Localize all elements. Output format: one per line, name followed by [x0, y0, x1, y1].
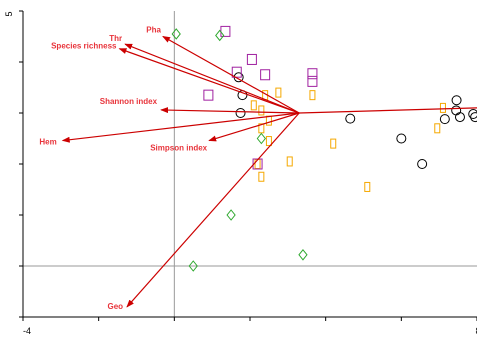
- x-tick-label: 8: [475, 326, 477, 336]
- orange-rect-point: [265, 136, 272, 147]
- circle-point: [451, 105, 462, 116]
- purple-square-point: [260, 69, 271, 81]
- purple-square-point: [307, 68, 318, 80]
- vector-arrow: [160, 107, 300, 114]
- purple-square-point: [203, 89, 214, 101]
- circle-point: [468, 109, 477, 120]
- vector-label: Geo: [107, 302, 123, 311]
- x-tick-label: -4: [23, 326, 31, 336]
- vectors-layer: [61, 35, 477, 308]
- vector-arrow: [162, 35, 300, 114]
- circle-point: [396, 133, 407, 144]
- vector-arrow: [61, 112, 300, 143]
- diamond-point: [188, 260, 198, 272]
- vector-label: Hem: [39, 138, 56, 147]
- orange-rect-point: [309, 90, 316, 101]
- vector-arrow: [299, 107, 477, 114]
- purple-square-point: [307, 75, 318, 87]
- orange-rect-point: [275, 87, 282, 98]
- circle-point: [454, 112, 465, 123]
- vector-label: Pha: [146, 26, 161, 35]
- orange-rect-point: [364, 181, 371, 192]
- diamond-point: [256, 132, 266, 145]
- circle-point: [451, 95, 462, 106]
- orange-rect-point: [265, 115, 272, 126]
- orange-rect-point: [439, 102, 446, 113]
- orange-rect-point: [330, 138, 337, 149]
- vector-label: Thr: [109, 34, 122, 43]
- circle-point: [235, 108, 246, 118]
- labels-layer: Thr Pha Species richness Shannon index Hem Si…: [39, 26, 207, 311]
- diamond-point: [215, 29, 225, 42]
- orange-rect-point: [286, 156, 293, 167]
- vector-arrow: [208, 112, 300, 142]
- orange-rect-point: [434, 123, 441, 134]
- purple-square-point: [231, 66, 242, 78]
- vector-label: Shannon index: [100, 97, 158, 106]
- vector-arrow: [118, 48, 300, 114]
- vector-label: Simpson index: [150, 144, 207, 153]
- axes-layer: -4 8 5: [4, 10, 477, 336]
- diamond-point: [171, 28, 181, 40]
- y-tick-label: 5: [4, 11, 14, 16]
- orange-rect-point: [254, 159, 261, 169]
- vector-arrow: [126, 112, 300, 308]
- purple-square-point: [220, 25, 231, 37]
- circle-point: [439, 114, 450, 125]
- circle-point: [417, 159, 428, 169]
- circle-point: [470, 112, 477, 123]
- data-points-layer: [171, 25, 477, 272]
- orange-rect-point: [258, 171, 265, 182]
- vector-label: Species richness: [51, 42, 117, 51]
- diamond-point: [226, 209, 236, 221]
- purple-square-point: [246, 53, 257, 65]
- circle-point: [345, 113, 356, 124]
- diamond-point: [298, 248, 308, 261]
- vector-arrow: [124, 43, 300, 114]
- orange-rect-point: [258, 105, 265, 116]
- orange-rect-point: [250, 100, 257, 111]
